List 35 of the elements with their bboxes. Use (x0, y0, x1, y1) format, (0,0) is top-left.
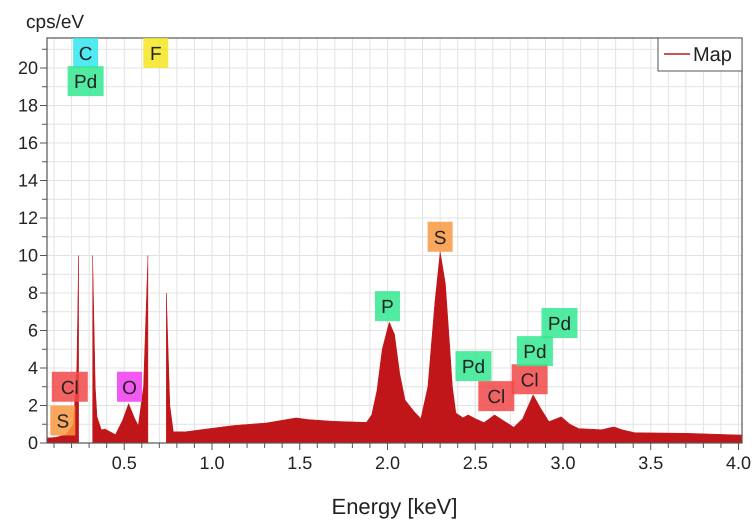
y-axis-title: cps/eV (26, 12, 84, 33)
annotation: F (150, 44, 162, 65)
annotation: Cl (520, 370, 539, 392)
x-tick-label: 0.5 (112, 453, 137, 473)
annotation: Cl (60, 378, 79, 399)
x-tick-label: 3.5 (638, 453, 664, 473)
x-tick-label: 2.5 (462, 453, 488, 473)
legend-label: Map (693, 44, 732, 66)
annotation: S (56, 412, 70, 432)
x-tick-label: 3.0 (550, 453, 576, 473)
annotation: S (434, 228, 446, 249)
y-tick-label: 8 (28, 283, 38, 303)
annotation: C (78, 44, 92, 65)
y-tick-label: 20 (18, 58, 38, 78)
y-tick-label: 4 (28, 358, 38, 378)
annotation: Cl (487, 387, 506, 408)
y-tick-label: 12 (18, 208, 38, 228)
y-tick-label: 16 (18, 133, 38, 153)
x-tick-label: 4.0 (726, 453, 752, 473)
annotation: Pd (523, 342, 547, 364)
annotation: Pd (74, 72, 98, 94)
x-tick-label: 1.5 (287, 453, 312, 473)
x-axis-title: Energy [keV] (332, 494, 458, 519)
y-tick-label: 10 (18, 246, 38, 266)
annotation: Pd (548, 314, 572, 335)
y-tick-label: 14 (18, 170, 38, 190)
y-tick-label: 18 (18, 96, 38, 116)
annotation: P (381, 297, 394, 318)
y-tick-label: 6 (28, 320, 38, 340)
annotation: Pd (462, 357, 486, 378)
x-tick-label: 1.0 (199, 453, 224, 473)
annotation: O (122, 378, 137, 399)
x-tick-label: 2.0 (374, 453, 400, 473)
y-tick-label: 0 (28, 433, 38, 453)
y-tick-label: 2 (28, 396, 38, 416)
